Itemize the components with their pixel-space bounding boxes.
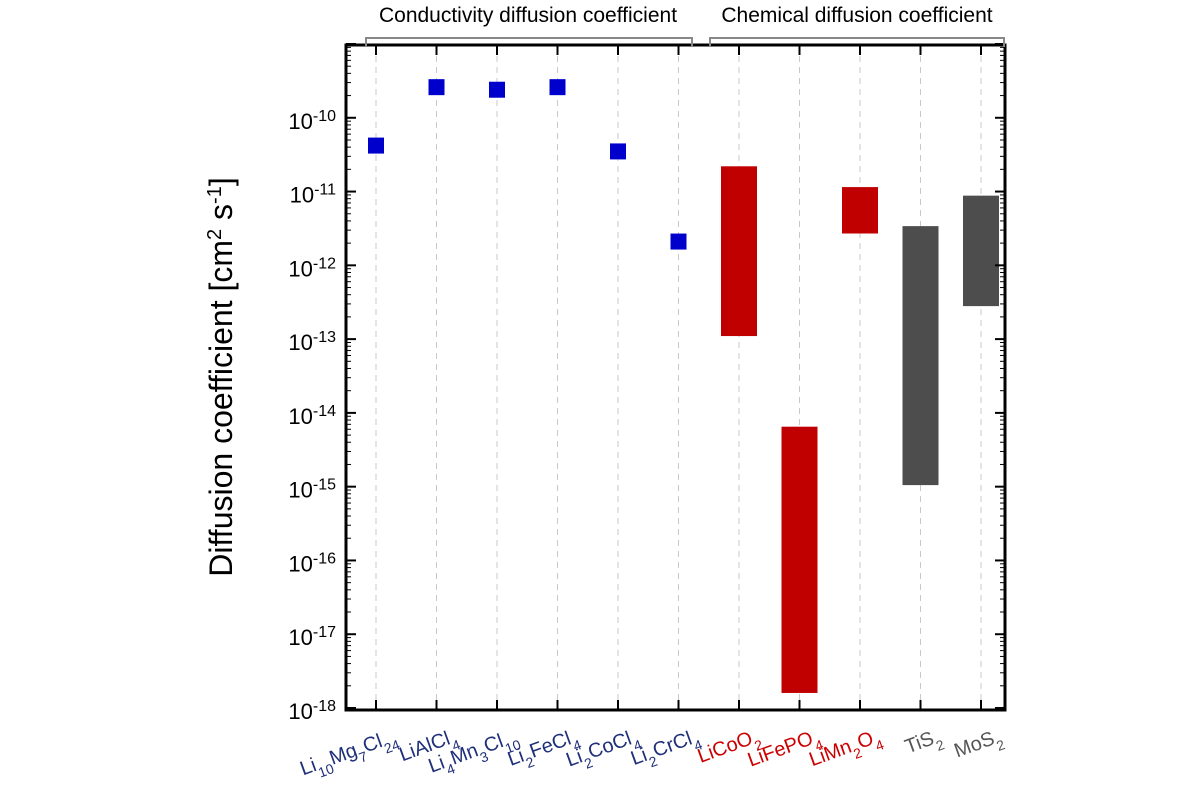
data-point	[428, 79, 445, 96]
category-label: MoS2	[951, 725, 1007, 768]
grid-layer	[375, 45, 982, 710]
mark-layer	[368, 79, 999, 693]
data-point	[610, 143, 626, 160]
group-bracket	[365, 37, 693, 47]
y-tick-label: 10-17	[288, 624, 336, 651]
y-tick-label: 10-15	[288, 476, 336, 503]
data-point	[670, 233, 687, 250]
y-tick-label: 10-10	[288, 107, 336, 134]
range-bar	[721, 166, 757, 337]
y-axis-label-main: Diffusion coefficient [cm	[203, 240, 239, 577]
y-axis-label-mid: s	[203, 204, 239, 229]
y-tick-label: 10-18	[288, 698, 336, 725]
range-bar	[842, 187, 878, 234]
y-axis-label: Diffusion coefficient [cm2 s-1]	[203, 177, 239, 576]
y-tick-label: 10-13	[288, 329, 336, 356]
data-point	[549, 79, 566, 96]
y-tick-label: 10-16	[288, 550, 336, 577]
category-label: Li2FeCl4	[505, 725, 584, 776]
group-bracket	[709, 37, 1005, 47]
y-axis-label-sup1: 2	[204, 229, 226, 240]
tick-layer: 10-18 10-17 10-16 10-15 10-14 10-13 10-12 10-11…	[288, 43, 1005, 725]
category-label: TiS2	[902, 725, 947, 764]
category-label: Li4Mn3Cl10	[426, 725, 524, 783]
category-labels: Li10Mg7Cl24LiAlCl4Li4Mn3Cl10Li2FeCl4Li2C…	[297, 725, 1007, 786]
y-tick-label: 10-11	[290, 181, 337, 208]
category-label: LiMn2O4	[806, 725, 886, 777]
category-label: Li2CrCl4	[628, 725, 705, 776]
y-axis-label-end: ]	[203, 177, 239, 186]
group-title: Conductivity diffusion coefficient	[379, 4, 677, 27]
y-tick-label: 10-12	[288, 255, 336, 282]
data-point	[368, 137, 384, 154]
data-point	[489, 81, 505, 98]
group-title: Chemical diffusion coefficient	[721, 4, 992, 27]
category-label: Li10Mg7Cl24	[297, 725, 402, 786]
y-tick-label: 10-14	[288, 402, 336, 429]
group-brackets: Conductivity diffusion coefficient Chemic…	[365, 4, 1005, 47]
range-bar	[963, 195, 999, 307]
range-bar	[902, 226, 939, 486]
range-bar	[781, 426, 818, 693]
y-axis-label-sup2: -1	[204, 186, 226, 204]
